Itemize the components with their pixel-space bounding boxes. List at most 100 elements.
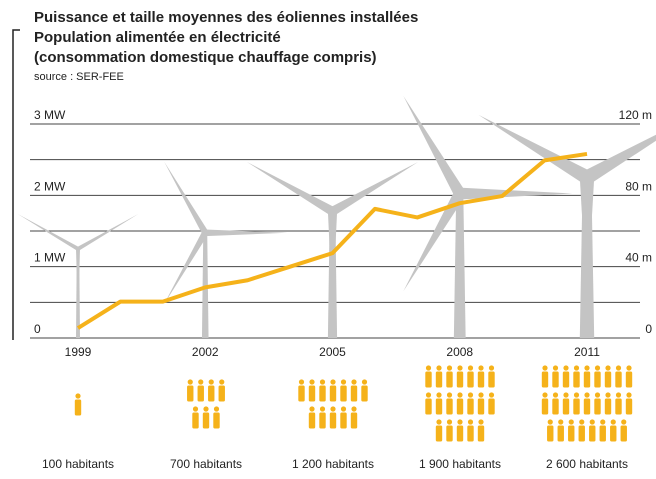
- icon-body: [589, 426, 595, 442]
- y-tick-label: 0: [34, 322, 41, 336]
- icon-head: [478, 419, 483, 424]
- icon-body: [319, 386, 325, 402]
- icon-head: [595, 365, 600, 370]
- icon-body: [425, 399, 431, 415]
- icon-head: [309, 379, 314, 384]
- icon-body: [187, 386, 193, 402]
- icon-head: [426, 365, 431, 370]
- chart-title: Puissance et taille moyennes des éolienn…: [34, 9, 418, 26]
- icon-body: [584, 372, 590, 388]
- y2-tick-label: 40 m: [625, 251, 652, 265]
- icon-body: [573, 372, 579, 388]
- icon-body: [457, 426, 463, 442]
- icon-head: [611, 419, 616, 424]
- icon-body: [615, 399, 621, 415]
- icon-body: [605, 399, 611, 415]
- icon-head: [214, 406, 219, 411]
- icon-head: [457, 365, 462, 370]
- icon-head: [558, 419, 563, 424]
- person-icon: [615, 392, 621, 414]
- icon-body: [547, 426, 553, 442]
- person-icon: [425, 392, 431, 414]
- x-tick-label: 2008: [446, 345, 473, 359]
- icon-body: [351, 413, 357, 429]
- turbine-blade: [583, 115, 656, 184]
- person-icon: [478, 392, 484, 414]
- icon-body: [330, 413, 336, 429]
- icon-body: [340, 413, 346, 429]
- icon-head: [447, 419, 452, 424]
- icon-body: [467, 372, 473, 388]
- person-icon: [203, 406, 209, 428]
- person-icon: [600, 419, 606, 441]
- icon-body: [309, 386, 315, 402]
- chart: Puissance et taille moyennes des éolienn…: [0, 0, 656, 474]
- icon-head: [595, 392, 600, 397]
- icon-body: [478, 426, 484, 442]
- icon-head: [553, 392, 558, 397]
- population-label: 700 habitants: [170, 457, 242, 471]
- icon-head: [590, 419, 595, 424]
- icon-body: [351, 386, 357, 402]
- person-icon: [457, 419, 463, 441]
- icon-head: [548, 419, 553, 424]
- person-icon: [192, 406, 198, 428]
- person-icon: [213, 406, 219, 428]
- person-icon: [573, 392, 579, 414]
- y2-tick-label: 0: [645, 322, 652, 336]
- person-icon: [467, 392, 473, 414]
- x-tick-label: 2002: [192, 345, 219, 359]
- icon-head: [436, 365, 441, 370]
- person-icon: [478, 365, 484, 387]
- icon-body: [298, 386, 304, 402]
- icon-body: [542, 399, 548, 415]
- icon-body: [563, 399, 569, 415]
- turbine-blade: [205, 229, 287, 236]
- person-icon: [219, 379, 225, 401]
- person-icon: [446, 419, 452, 441]
- icon-head: [489, 392, 494, 397]
- icon-head: [341, 406, 346, 411]
- turbine-blade: [460, 188, 573, 200]
- icon-head: [574, 392, 579, 397]
- icon-head: [447, 365, 452, 370]
- turbine-blade: [164, 162, 208, 235]
- icon-head: [569, 419, 574, 424]
- icon-head: [600, 419, 605, 424]
- person-icon: [542, 392, 548, 414]
- icon-body: [579, 426, 585, 442]
- icon-head: [320, 379, 325, 384]
- icon-body: [213, 413, 219, 429]
- turbine-blade: [403, 96, 464, 197]
- person-icon: [309, 379, 315, 401]
- person-icon: [552, 392, 558, 414]
- person-icon: [446, 392, 452, 414]
- icon-head: [436, 419, 441, 424]
- y2-tick-label: 120 m: [619, 108, 652, 122]
- icon-body: [594, 372, 600, 388]
- icon-head: [626, 365, 631, 370]
- y-tick-label: 1 MW: [34, 251, 66, 265]
- person-icon: [319, 406, 325, 428]
- icon-head: [621, 419, 626, 424]
- icon-body: [75, 400, 81, 416]
- person-icon: [605, 392, 611, 414]
- population-label: 1 900 habitants: [419, 457, 501, 471]
- person-icon: [187, 379, 193, 401]
- icon-body: [219, 386, 225, 402]
- population-label: 2 600 habitants: [546, 457, 628, 471]
- icon-body: [478, 372, 484, 388]
- person-icon: [361, 379, 367, 401]
- icon-head: [203, 406, 208, 411]
- person-icon: [446, 365, 452, 387]
- icon-body: [467, 426, 473, 442]
- person-icon: [309, 406, 315, 428]
- icon-body: [558, 426, 564, 442]
- icon-body: [478, 399, 484, 415]
- icon-body: [340, 386, 346, 402]
- person-icon: [594, 392, 600, 414]
- person-icon: [351, 406, 357, 428]
- icon-head: [579, 419, 584, 424]
- person-icon: [478, 419, 484, 441]
- person-icon: [552, 365, 558, 387]
